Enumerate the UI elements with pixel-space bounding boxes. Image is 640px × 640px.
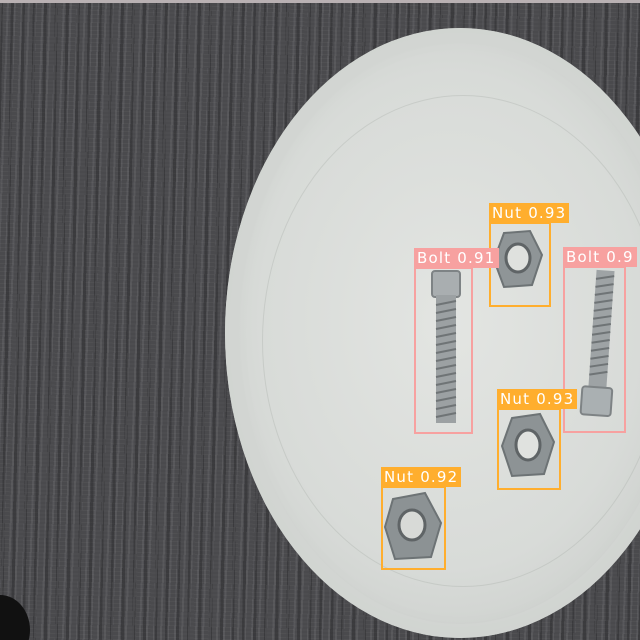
top-edge-strip [0,0,640,3]
detection-box-bolt [414,267,473,434]
detection-label-bolt: Bolt 0.9 [563,247,637,267]
detection-class: Nut [500,390,531,408]
detection-box-nut [381,486,446,570]
detection-label-nut: Nut 0.93 [497,389,578,409]
detection-box-nut [497,408,561,490]
detection-label-nut: Nut 0.93 [489,203,570,223]
detection-score: 0.93 [528,204,567,222]
detection-score: 0.91 [457,249,496,267]
detection-class: Bolt [566,248,601,266]
detection-score: 0.92 [420,468,459,486]
nut-object [383,491,443,561]
detection-class: Bolt [417,249,452,267]
bolt-object [431,270,461,423]
plate-inner-rim [262,95,640,587]
nut-object [500,412,556,478]
detection-class: Nut [492,204,523,222]
detection-class: Nut [384,468,415,486]
detection-box-bolt [563,266,626,433]
detection-label-bolt: Bolt 0.91 [414,248,499,268]
detection-score: 0.93 [536,390,575,408]
detection-score: 0.9 [606,248,634,266]
bolt-object [579,269,615,418]
detection-label-nut: Nut 0.92 [381,467,462,487]
nut-object [492,229,544,289]
